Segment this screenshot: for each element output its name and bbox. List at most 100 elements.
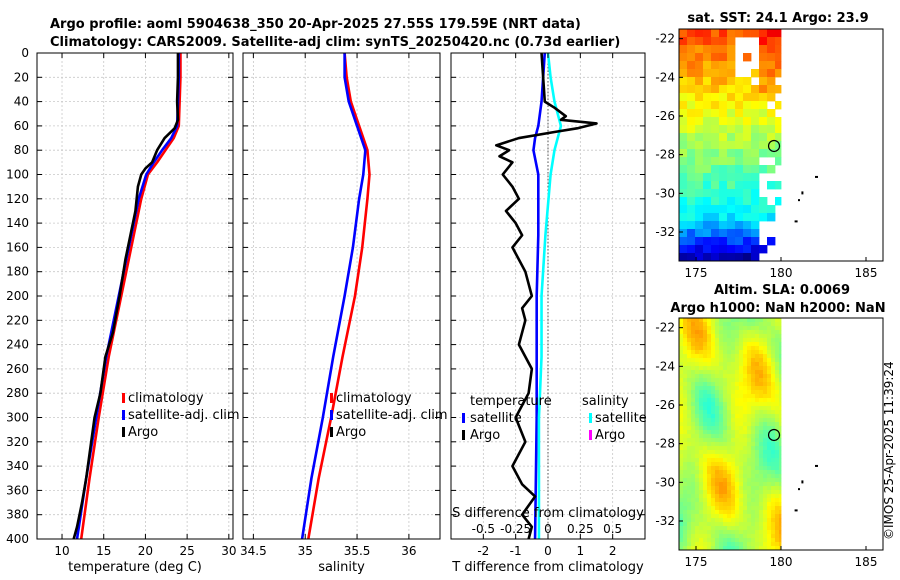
map-cell [739,410,744,415]
map-cell [727,53,736,62]
map-cell [719,149,728,158]
map-cell [711,334,716,339]
map-cell [779,542,782,547]
y-tick-label: -30 [655,186,675,200]
map-cell [759,522,764,527]
map-cell [695,338,700,343]
map-cell [763,518,768,523]
map-cell [743,197,752,206]
map-cell [703,374,708,379]
map-cell [711,466,716,471]
map-cell [767,502,772,507]
map-cell [711,45,720,54]
map-cell [735,229,744,238]
map-cell [687,53,696,62]
map-cell [735,221,744,230]
map-cell [759,93,768,102]
y-tick-label: -22 [655,321,675,335]
map-cell [743,77,752,86]
map-cell [739,494,744,499]
map-cell [767,514,772,519]
map-cell [723,478,728,483]
map-cell [703,530,708,535]
map-cell [727,245,736,254]
map-cell [759,61,768,70]
map-cell [679,109,688,118]
map-cell [759,205,768,214]
map-cell [735,101,744,110]
map-cell [699,382,704,387]
map-cell [775,458,780,463]
map-cell [679,498,684,503]
map-cell [735,542,740,547]
map-cell [767,538,772,543]
map-cell [687,502,692,507]
map-cell [771,358,776,363]
map-cell [759,358,764,363]
map-cell [727,446,732,451]
map-cell [695,370,700,375]
map-cell [751,466,756,471]
map-cell [703,342,708,347]
map-cell [743,237,752,246]
map-cell [735,482,740,487]
map-cell [735,85,744,94]
map-cell [703,350,708,355]
map-cell [747,454,752,459]
map-cell [775,542,780,547]
map-cell [683,382,688,387]
map-cell [735,326,740,331]
island-mark [801,191,804,195]
map-cell [683,426,688,431]
map-cell [759,326,764,331]
map-cell [691,494,696,499]
map-cell [707,378,712,383]
x-tick-label: 36 [401,544,416,558]
map-cell [739,530,744,535]
map-cell [759,374,764,379]
map-cell [735,438,740,443]
map-cell [679,149,688,158]
map-cell [775,386,780,391]
map-cell [723,442,728,447]
map-cell [735,253,744,262]
map-cell [767,117,776,126]
map-cell [739,378,744,383]
map-cell [767,386,772,391]
map-cell [731,418,736,423]
y-tick-label: -24 [655,359,675,373]
map-cell [715,498,720,503]
legend-swatch [122,393,125,403]
map-cell [711,133,720,142]
difference-panel: -2 -1 0 1 2T difference from climatologytemp… [450,52,647,575]
map-cell [711,85,720,94]
map-cell [775,125,782,134]
map-cell [687,402,692,407]
map-cell [703,462,708,467]
map-cell [687,346,692,351]
map-cell [727,534,732,539]
map-cell [767,466,772,471]
map-cell [711,490,716,495]
x-tick-label: 35 [298,544,313,558]
map-cell [715,526,720,531]
map-cell [687,229,696,238]
map-cell [735,370,740,375]
map-cell [719,125,728,134]
map-cell [703,165,712,174]
map-cell [743,374,748,379]
map-cell [703,430,708,435]
map-cell [719,422,724,427]
map-cell [755,426,760,431]
map-cell [715,374,720,379]
map-cell [743,149,752,158]
map-cell [679,366,684,371]
map-cell [751,149,760,158]
map-cell [727,109,736,118]
map-cell [775,526,780,531]
map-cell [719,466,724,471]
map-cell [719,510,724,515]
map-cell [679,382,684,387]
map-cell [707,466,712,471]
map-cell [679,29,688,38]
